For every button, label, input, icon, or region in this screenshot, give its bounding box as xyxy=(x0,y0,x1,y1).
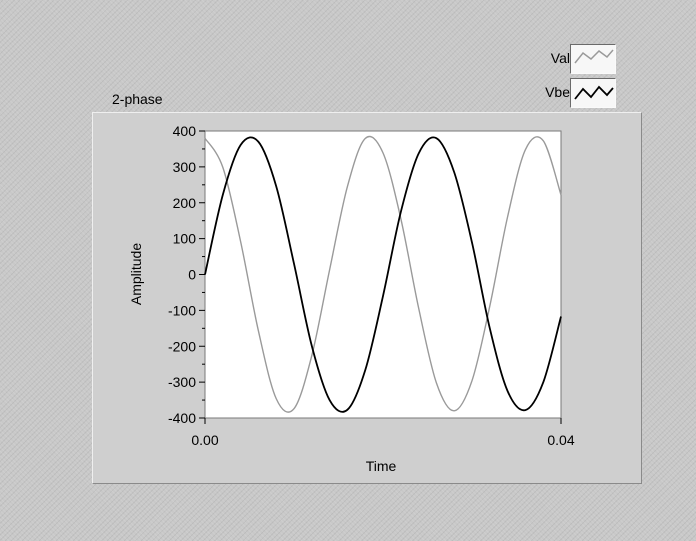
graph-title: 2-phase xyxy=(112,91,163,107)
y-tick-label: 400 xyxy=(173,123,197,139)
x-axis-label: Time xyxy=(366,458,397,474)
plot-legend[interactable]: Val Vbe xyxy=(496,44,642,110)
series-line-vbe xyxy=(204,136,562,413)
line-style-icon xyxy=(574,49,614,64)
y-tick-label: 200 xyxy=(173,195,197,211)
legend-item-vbe[interactable]: Vbe xyxy=(496,78,642,108)
legend-label-vbe: Vbe xyxy=(545,84,570,100)
series-layer xyxy=(204,135,562,413)
y-axis: 400 300 200 100 0 -100 -200 -300 -400 xyxy=(168,123,205,426)
x-tick-label: 0.00 xyxy=(191,432,218,448)
y-tick-label: 100 xyxy=(173,231,197,247)
legend-label-val: Val xyxy=(550,50,570,66)
y-tick-label: 0 xyxy=(188,267,196,283)
x-axis: 0.00 0.04 xyxy=(191,418,575,448)
series-line-val xyxy=(204,135,562,413)
legend-item-val[interactable]: Val xyxy=(496,44,642,74)
y-tick-label: -100 xyxy=(168,302,196,318)
y-tick-label: -200 xyxy=(168,338,196,354)
y-tick-label: -400 xyxy=(168,410,196,426)
legend-swatch-vbe[interactable] xyxy=(570,78,616,108)
y-tick-label: -300 xyxy=(168,374,196,390)
plot-area xyxy=(204,130,562,419)
line-style-icon xyxy=(574,85,614,100)
x-tick-label: 0.04 xyxy=(547,432,574,448)
legend-swatch-val[interactable] xyxy=(570,44,616,74)
y-tick-label: 300 xyxy=(173,159,197,175)
y-axis-label: Amplitude xyxy=(128,243,144,305)
